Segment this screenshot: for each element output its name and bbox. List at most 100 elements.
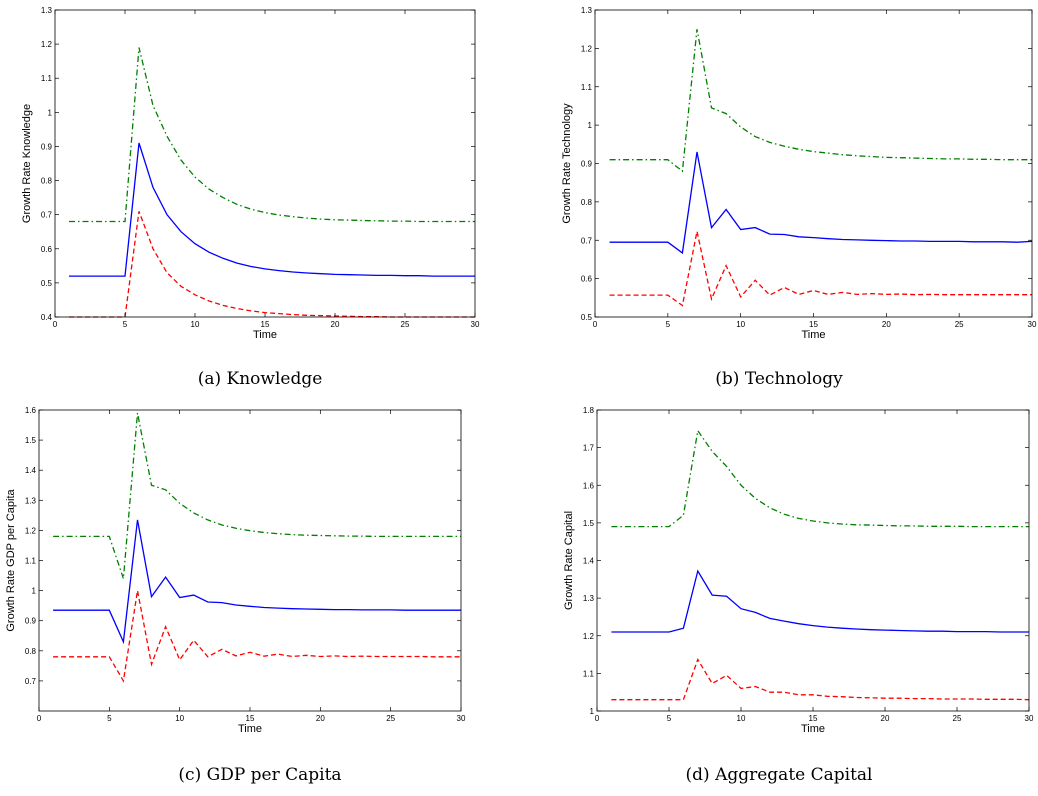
y-tick-label: 1.3 [25, 496, 37, 505]
y-tick-label: 1 [48, 108, 53, 117]
y-tick-label: 1.7 [583, 444, 595, 453]
chart-technology: 0 5 10 15 20 25 30 0.5 0.6 0.7 0.8 0.9 1 1.1 1.2 1.3 Tim… [561, 6, 1037, 341]
x-tick-label: 20 [331, 320, 340, 329]
chart-aggregate-capital: 0 5 10 15 20 25 30 1 1.1 1.2 1.3 1.4 1.5 1.6 1.7 1.8 Tim… [563, 406, 1034, 735]
y-tick-label: 1.5 [583, 519, 595, 528]
y-tick-label: 0.9 [25, 617, 37, 626]
x-tick-label: 5 [123, 320, 128, 329]
y-tick-label: 1.2 [25, 526, 37, 535]
y-tick-label: 1.3 [581, 6, 593, 15]
y-tick-label: 0.8 [41, 177, 53, 186]
y-tick-label: 1.1 [25, 557, 37, 566]
series-line-0 [611, 429, 1029, 528]
x-tick-label: 10 [175, 714, 184, 723]
y-axis-label: Growth Rate Knowledge [21, 104, 33, 223]
series-line-1 [611, 569, 1029, 633]
y-tick-label: 0.9 [41, 142, 53, 151]
series-line-0 [53, 412, 461, 579]
x-tick-label: 15 [809, 714, 818, 723]
series-line-2 [53, 590, 461, 683]
series-line-0 [69, 47, 475, 223]
x-tick-label: 25 [401, 320, 410, 329]
y-tick-label: 1.6 [25, 406, 37, 415]
x-tick-label: 30 [1028, 320, 1037, 329]
y-tick-label: 0.5 [41, 279, 53, 288]
x-tick-label: 15 [246, 714, 255, 723]
y-axis-label: Growth Rate Capital [563, 511, 575, 610]
x-tick-label: 20 [316, 714, 325, 723]
x-axis-label: Time [801, 723, 825, 735]
x-tick-label: 0 [53, 320, 58, 329]
y-tick-label: 1.2 [583, 632, 595, 641]
y-tick-label: 1 [590, 707, 595, 716]
caption-aggregate-capital: (d) Aggregate Capital [685, 765, 873, 785]
y-axis-label: Growth Rate GDP per Capita [5, 488, 17, 631]
x-tick-label: 5 [107, 714, 112, 723]
y-tick-label: 1.5 [25, 436, 37, 445]
x-tick-label: 5 [667, 714, 672, 723]
chart-panel-knowledge: 0 5 10 15 20 25 30 0.4 0.5 0.6 0.7 0.8 0.9 1 1.1 1.2 1.3… [0, 0, 520, 350]
y-tick-label: 0.9 [581, 160, 593, 169]
y-tick-label: 0.6 [581, 275, 593, 284]
y-tick-label: 1.2 [41, 40, 53, 49]
caption-knowledge: (a) Knowledge [197, 369, 323, 389]
x-tick-label: 0 [37, 714, 42, 723]
series-line-1 [69, 142, 475, 277]
y-axis-label: Growth Rate Technology [561, 103, 573, 224]
y-tick-label: 1.2 [581, 44, 593, 53]
chart-panel-gdp-per-capita: 0 5 10 15 20 25 30 0.7 0.8 0.9 1 1.1 1.2 1.3 1.4 1.5 1.6… [0, 405, 520, 750]
x-tick-label: 10 [191, 320, 200, 329]
series-line-1 [53, 519, 461, 645]
x-tick-label: 15 [261, 320, 270, 329]
x-tick-label: 20 [881, 714, 890, 723]
y-tick-label: 0.4 [41, 313, 53, 322]
y-tick-label: 1.1 [581, 83, 593, 92]
chart-gdp-per-capita: 0 5 10 15 20 25 30 0.7 0.8 0.9 1 1.1 1.2 1.3 1.4 1.5 1.6… [5, 406, 466, 735]
series-line-0 [609, 29, 1032, 173]
y-tick-label: 1.1 [41, 74, 53, 83]
x-tick-label: 20 [882, 320, 891, 329]
y-tick-label: 0.7 [25, 677, 37, 686]
y-tick-label: 0.5 [581, 313, 593, 322]
y-tick-label: 0.6 [41, 245, 53, 254]
y-tick-label: 1.1 [583, 669, 595, 678]
caption-technology: (b) Technology [715, 369, 843, 389]
plot-frame [54, 9, 476, 318]
y-tick-label: 1.4 [25, 466, 37, 475]
chart-knowledge: 0 5 10 15 20 25 30 0.4 0.5 0.6 0.7 0.8 0.9 1 1.1 1.2 1.3… [21, 6, 480, 341]
x-tick-label: 5 [666, 320, 671, 329]
y-tick-label: 1.3 [583, 594, 595, 603]
x-axis-label: Time [253, 329, 277, 341]
plot-frame [38, 409, 462, 712]
y-tick-label: 1.8 [583, 406, 595, 415]
y-tick-label: 1 [588, 121, 593, 130]
plot-frame [594, 9, 1033, 318]
x-tick-label: 25 [953, 714, 962, 723]
series-line-2 [611, 657, 1030, 701]
x-tick-label: 0 [593, 320, 598, 329]
series-line-1 [609, 151, 1033, 255]
x-axis-label: Time [801, 329, 825, 341]
series-line-2 [609, 231, 1032, 307]
y-tick-label: 1.3 [41, 6, 53, 15]
x-tick-label: 30 [457, 714, 466, 723]
x-tick-label: 25 [386, 714, 395, 723]
y-tick-label: 1.4 [583, 557, 595, 566]
y-tick-label: 1 [32, 587, 37, 596]
y-tick-label: 0.8 [581, 198, 593, 207]
chart-panel-technology: 0 5 10 15 20 25 30 0.5 0.6 0.7 0.8 0.9 1 1.1 1.2 1.3 Tim… [519, 0, 1038, 350]
x-tick-label: 0 [595, 714, 600, 723]
caption-gdp-per-capita: (c) GDP per Capita [178, 765, 342, 785]
y-tick-label: 0.8 [25, 647, 37, 656]
x-tick-label: 10 [736, 320, 745, 329]
plot-frame [596, 409, 1030, 712]
y-tick-label: 0.7 [581, 236, 593, 245]
y-tick-label: 1.6 [583, 481, 595, 490]
x-tick-label: 15 [809, 320, 818, 329]
chart-panel-aggregate-capital: 0 5 10 15 20 25 30 1 1.1 1.2 1.3 1.4 1.5 1.6 1.7 1.8 Tim… [519, 405, 1038, 750]
x-tick-label: 30 [1025, 714, 1034, 723]
x-tick-label: 25 [955, 320, 964, 329]
y-tick-label: 0.7 [41, 211, 53, 220]
x-axis-label: Time [238, 723, 262, 735]
x-tick-label: 10 [737, 714, 746, 723]
